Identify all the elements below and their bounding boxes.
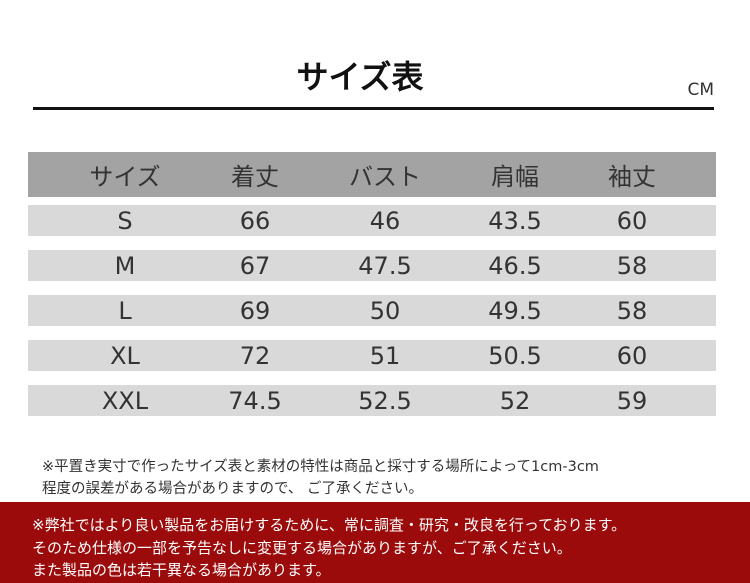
table-cell: 58 (616, 296, 648, 325)
column-header: 袖丈 (608, 163, 656, 191)
table-cell: XXL (101, 386, 149, 415)
table-cell: 72 (239, 341, 271, 370)
table-row: S 66 46 43.5 60 (28, 205, 716, 236)
table-cell: 67 (239, 251, 271, 280)
table-cell: 74.5 (228, 386, 282, 415)
table-cell: 47.5 (358, 251, 412, 280)
table-cell: 69 (239, 296, 271, 325)
table-header-row: サイズ 着丈 バスト 肩幅 袖丈 (28, 152, 716, 197)
table-cell: 59 (616, 386, 648, 415)
table-cell: 43.5 (488, 206, 542, 235)
column-header: 肩幅 (491, 163, 539, 191)
table-cell: 58 (616, 251, 648, 280)
table-cell: S (117, 206, 133, 235)
table-cell: M (114, 251, 136, 280)
table-cell: 66 (239, 206, 271, 235)
notice-box: ※弊社ではより良い製品をお届けするために、常に調査・研究・改良を行っております。… (0, 502, 750, 583)
title-divider (33, 107, 714, 110)
table-cell: 46.5 (488, 251, 542, 280)
table-row: M 67 47.5 46.5 58 (28, 250, 716, 281)
note-line: 程度の誤差がある場合がありますので、 ご了承ください。 (42, 481, 424, 497)
table-cell: L (118, 296, 132, 325)
table-cell: 49.5 (488, 296, 542, 325)
table-row: XL 72 51 50.5 60 (28, 340, 716, 371)
table-cell: 60 (616, 206, 648, 235)
table-cell: 51 (369, 341, 401, 370)
table-cell: 50 (369, 296, 401, 325)
table-cell: XL (110, 341, 140, 370)
column-header: サイズ (89, 163, 161, 191)
table-cell: 50.5 (488, 341, 542, 370)
notice-line: また製品の色は若干異なる場合があります。 (32, 561, 331, 579)
table-row: L 69 50 49.5 58 (28, 295, 716, 326)
table-cell: 60 (616, 341, 648, 370)
notice-line: ※弊社ではより良い製品をお届けするために、常に調査・研究・改良を行っております。 (32, 516, 627, 534)
column-header: バスト (349, 163, 421, 191)
note-line: ※平置き実寸で作ったサイズ表と素材の特性は商品と採寸する場所によって1cm-3c… (42, 459, 599, 475)
table-row: XXL 74.5 52.5 52 59 (28, 385, 716, 416)
column-header: 着丈 (231, 163, 279, 191)
notice-line: そのため仕様の一部を予告なしに変更する場合がありますが、ご了承ください。 (32, 539, 572, 557)
page-title: サイズ表 (296, 58, 424, 96)
table-cell: 52 (499, 386, 531, 415)
table-cell: 52.5 (358, 386, 412, 415)
table-cell: 46 (369, 206, 401, 235)
unit-label: CM (687, 80, 714, 100)
